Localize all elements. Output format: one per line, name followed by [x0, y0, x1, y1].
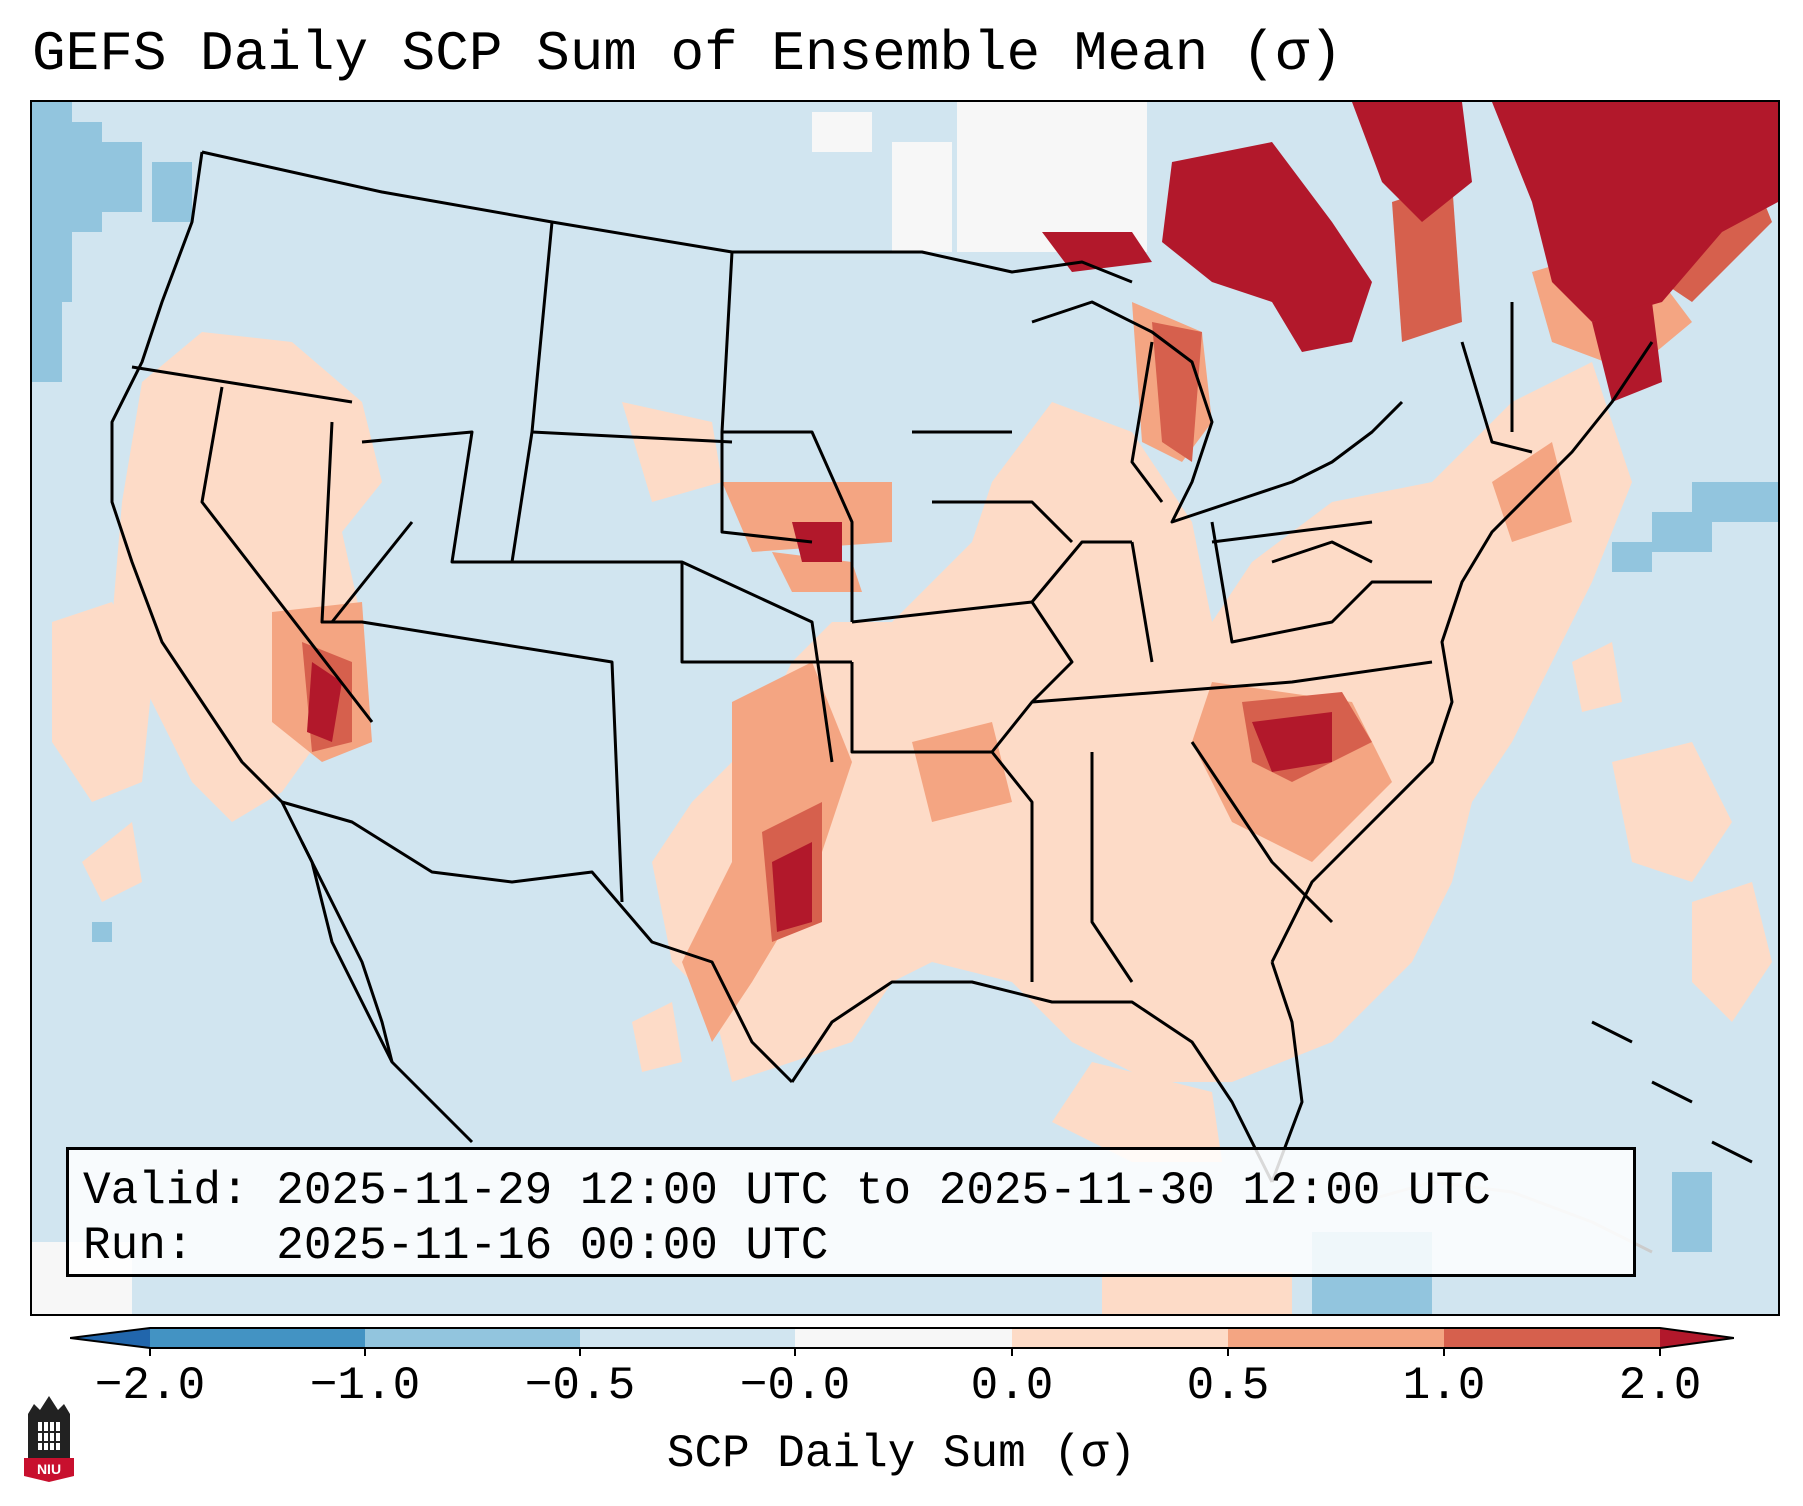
valid-run-info-box: Valid: 2025-11-29 12:00 UTC to 2025-11-3… [66, 1147, 1636, 1277]
colorbar-bin-neg05-0 [580, 1328, 795, 1348]
colorbar-bin-1-2 [1444, 1328, 1660, 1348]
colorbar-tick-label: 0.0 [970, 1360, 1054, 1412]
run-time-text: Run: 2025-11-16 00:00 UTC [83, 1220, 829, 1272]
colorbar-extend-low [70, 1328, 150, 1348]
logo-text: NIU [37, 1461, 61, 1477]
colorbar-label: SCP Daily Sum (σ) [666, 1428, 1137, 1480]
colorbar-tick-label: −0.0 [739, 1360, 851, 1412]
positive-anomaly-extreme [307, 102, 1778, 932]
colorbar-tick-label: 2.0 [1618, 1360, 1702, 1412]
map-canvas [32, 102, 1778, 1314]
neutral-anomaly-regions [32, 102, 1147, 1314]
niu-logo-icon: NIU [24, 1396, 74, 1482]
colorbar-bin-zero [795, 1328, 1012, 1348]
colorbar [70, 1327, 1734, 1356]
colorbar-bin-0-05 [1012, 1328, 1228, 1348]
colorbar-tick-label: 0.5 [1186, 1360, 1270, 1412]
colorbar-bin-neg1-neg05 [365, 1328, 580, 1348]
chart-title: GEFS Daily SCP Sum of Ensemble Mean (σ) [32, 22, 1343, 86]
colorbar-bin-05-1 [1228, 1328, 1444, 1348]
colorbar-extend-high [1660, 1328, 1734, 1348]
colorbar-tick-label: −0.5 [524, 1360, 636, 1412]
valid-time-text: Valid: 2025-11-29 12:00 UTC to 2025-11-3… [83, 1165, 1491, 1217]
map-panel [30, 100, 1780, 1316]
colorbar-tick-marks [149, 1348, 1661, 1356]
colorbar-tick-label: −2.0 [94, 1360, 206, 1412]
colorbar-tick-label: 1.0 [1402, 1360, 1486, 1412]
colorbar-tick-label: −1.0 [309, 1360, 421, 1412]
colorbar-bin-neg2-neg1 [150, 1328, 365, 1348]
